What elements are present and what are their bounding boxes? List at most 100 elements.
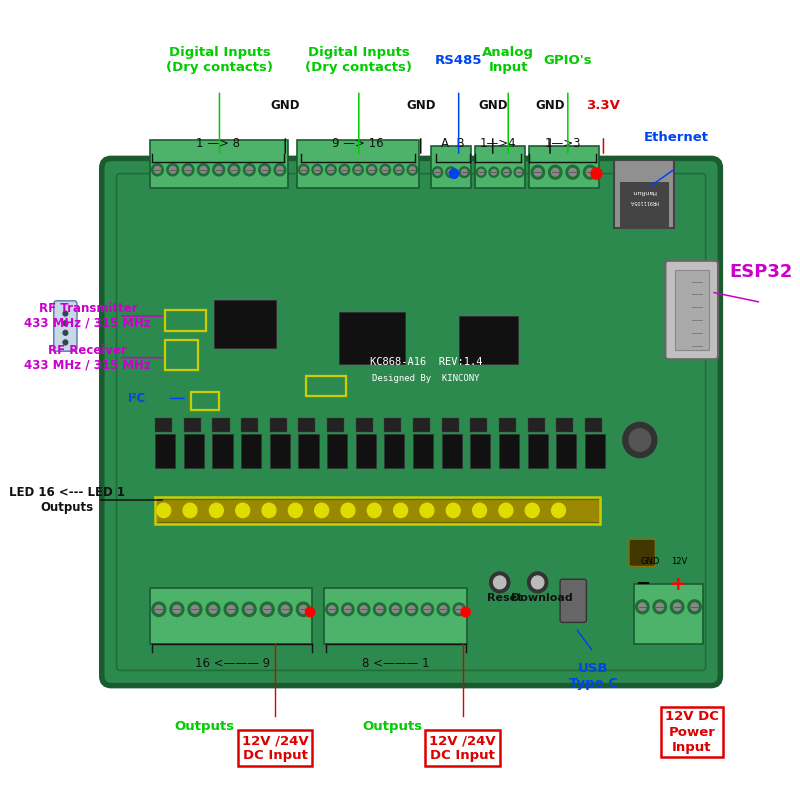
Text: RS485: RS485 — [435, 54, 482, 66]
Text: Outputs: Outputs — [362, 720, 422, 733]
Circle shape — [369, 166, 374, 173]
Circle shape — [63, 311, 68, 316]
Circle shape — [461, 607, 470, 617]
Circle shape — [504, 170, 509, 175]
Bar — [155, 418, 172, 432]
Bar — [155, 434, 175, 468]
Text: GND: GND — [270, 99, 300, 112]
Text: Digital Inputs
(Dry contacts): Digital Inputs (Dry contacts) — [166, 46, 273, 74]
Text: 3.3V: 3.3V — [586, 99, 620, 112]
Bar — [270, 434, 290, 468]
Circle shape — [274, 164, 286, 176]
Circle shape — [154, 166, 161, 173]
FancyBboxPatch shape — [614, 160, 674, 228]
Circle shape — [151, 164, 163, 176]
Circle shape — [549, 166, 562, 179]
Bar — [166, 310, 206, 331]
Text: 12V /24V
DC Input: 12V /24V DC Input — [242, 734, 309, 762]
Bar — [620, 182, 669, 226]
Circle shape — [424, 606, 430, 613]
Bar — [556, 418, 574, 432]
Bar — [241, 434, 262, 468]
Circle shape — [167, 164, 178, 176]
Circle shape — [312, 164, 322, 175]
Circle shape — [446, 503, 460, 518]
Text: Digital Inputs
(Dry contacts): Digital Inputs (Dry contacts) — [306, 46, 412, 74]
Circle shape — [183, 503, 197, 518]
Text: HR911105A: HR911105A — [630, 199, 658, 204]
Text: ESP32: ESP32 — [730, 263, 793, 281]
Text: Analog
Input: Analog Input — [482, 46, 534, 74]
Circle shape — [262, 166, 268, 173]
Circle shape — [514, 167, 524, 177]
Text: Outputs: Outputs — [174, 720, 235, 733]
Circle shape — [516, 170, 522, 175]
Circle shape — [422, 603, 434, 616]
Circle shape — [473, 503, 486, 518]
Circle shape — [243, 164, 255, 176]
Circle shape — [288, 503, 302, 518]
Circle shape — [191, 606, 198, 614]
Circle shape — [551, 168, 559, 176]
Circle shape — [185, 166, 191, 173]
Circle shape — [306, 607, 314, 617]
Bar — [213, 418, 230, 432]
Circle shape — [155, 606, 162, 614]
Text: GND: GND — [641, 557, 660, 566]
Circle shape — [674, 603, 681, 610]
Bar — [475, 146, 526, 188]
Circle shape — [314, 503, 329, 518]
Circle shape — [390, 603, 402, 616]
Circle shape — [691, 603, 698, 610]
Circle shape — [534, 168, 542, 176]
Circle shape — [499, 503, 513, 518]
Circle shape — [236, 503, 250, 518]
Bar — [470, 434, 490, 468]
Circle shape — [688, 600, 702, 614]
Circle shape — [494, 576, 506, 589]
Text: GND: GND — [406, 99, 435, 112]
Circle shape — [366, 164, 377, 175]
Circle shape — [210, 503, 223, 518]
Circle shape — [407, 164, 418, 175]
Text: Designed By  KINCONY: Designed By KINCONY — [373, 374, 480, 383]
Circle shape — [299, 606, 307, 614]
Text: 1 —> 8: 1 —> 8 — [196, 137, 240, 150]
Circle shape — [476, 167, 486, 177]
Bar — [527, 434, 548, 468]
Circle shape — [629, 429, 650, 451]
Bar — [214, 300, 276, 348]
Circle shape — [656, 603, 663, 610]
Circle shape — [329, 606, 335, 613]
Circle shape — [551, 503, 566, 518]
Circle shape — [258, 164, 270, 176]
Text: HanRun: HanRun — [632, 190, 657, 194]
Circle shape — [638, 603, 646, 610]
Circle shape — [478, 170, 484, 175]
Circle shape — [230, 166, 238, 173]
Bar — [241, 418, 258, 432]
Bar — [155, 497, 600, 524]
Bar — [356, 418, 373, 432]
Circle shape — [376, 606, 383, 613]
Bar — [527, 418, 545, 432]
Circle shape — [462, 170, 467, 175]
Text: 1—>3: 1—>3 — [545, 137, 581, 150]
Circle shape — [200, 166, 206, 173]
Circle shape — [260, 602, 274, 617]
Text: USB
Type C: USB Type C — [569, 662, 618, 690]
Bar — [431, 146, 471, 188]
Circle shape — [328, 166, 334, 173]
Circle shape — [353, 164, 363, 175]
FancyBboxPatch shape — [666, 261, 718, 359]
Circle shape — [527, 572, 548, 593]
Circle shape — [434, 170, 440, 175]
Circle shape — [224, 602, 238, 617]
Text: LED 16 <--- LED 1
Outputs: LED 16 <--- LED 1 Outputs — [9, 486, 125, 514]
Circle shape — [526, 503, 539, 518]
Circle shape — [382, 166, 388, 173]
Text: I²C: I²C — [127, 392, 146, 405]
Circle shape — [367, 503, 382, 518]
FancyBboxPatch shape — [560, 579, 586, 622]
Circle shape — [456, 606, 462, 613]
